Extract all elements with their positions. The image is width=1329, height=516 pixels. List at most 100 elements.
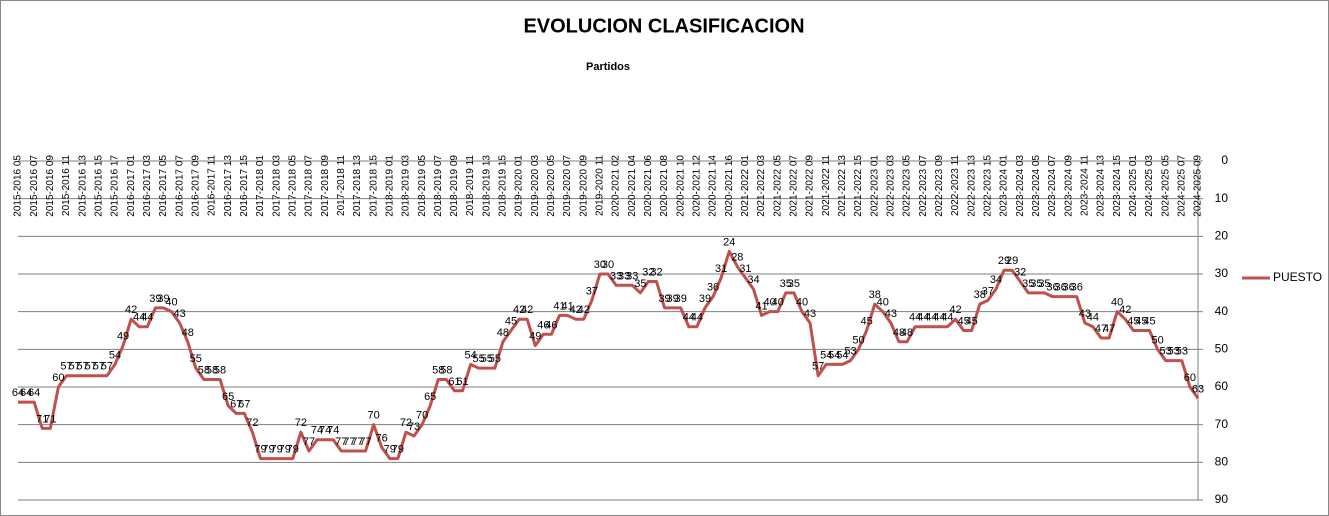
data-label: 33 bbox=[626, 270, 638, 282]
data-label: 44 bbox=[133, 312, 145, 324]
data-label: 35 bbox=[1022, 278, 1034, 290]
data-label: 64 bbox=[12, 387, 24, 399]
x-tick-label: 2016-2017 07 bbox=[174, 155, 185, 217]
x-tick-label: 2017-2018 13 bbox=[352, 155, 363, 217]
x-tick-label: 2021-2022 05 bbox=[772, 155, 783, 217]
data-label: 45 bbox=[1127, 316, 1139, 328]
data-label: 39 bbox=[675, 293, 687, 305]
data-label: 53 bbox=[1168, 346, 1180, 358]
data-label: 42 bbox=[949, 304, 961, 316]
data-label: 45 bbox=[957, 316, 969, 328]
x-tick-label: 2015-2016 09 bbox=[45, 155, 56, 217]
data-label: 33 bbox=[618, 270, 630, 282]
y-tick-label: 70 bbox=[1215, 417, 1229, 431]
data-label: 55 bbox=[489, 353, 501, 365]
data-label: 77 bbox=[351, 436, 363, 448]
data-label: 39 bbox=[667, 293, 679, 305]
data-label: 41 bbox=[755, 300, 767, 312]
x-tick-label: 2023-2024 09 bbox=[1063, 155, 1074, 217]
data-label: 79 bbox=[262, 444, 274, 456]
data-label: 45 bbox=[966, 316, 978, 328]
data-label: 61 bbox=[456, 376, 468, 388]
data-label: 74 bbox=[319, 425, 331, 437]
x-tick-label: 2018-2019 03 bbox=[401, 155, 412, 217]
data-label: 48 bbox=[497, 327, 509, 339]
data-label: 72 bbox=[400, 417, 412, 429]
y-tick-label: 20 bbox=[1215, 229, 1229, 243]
data-label: 67 bbox=[230, 398, 242, 410]
data-label: 48 bbox=[901, 327, 913, 339]
data-label: 35 bbox=[780, 278, 792, 290]
x-tick-label: 2015-2016 05 bbox=[13, 155, 24, 217]
data-label: 44 bbox=[141, 312, 153, 324]
data-label: 53 bbox=[844, 346, 856, 358]
data-label: 44 bbox=[691, 312, 703, 324]
data-label: 46 bbox=[545, 319, 557, 331]
data-label: 44 bbox=[925, 312, 937, 324]
x-tick-label: 2015-2016 15 bbox=[93, 155, 104, 217]
x-tick-label: 2018-2019 05 bbox=[417, 155, 428, 217]
data-label: 50 bbox=[852, 334, 864, 346]
data-label: 42 bbox=[521, 304, 533, 316]
data-label: 64 bbox=[20, 387, 32, 399]
series-line bbox=[18, 249, 1200, 461]
x-tick-label: 2021-2022 01 bbox=[740, 155, 751, 217]
data-label: 44 bbox=[1087, 312, 1099, 324]
data-label: 40 bbox=[877, 297, 889, 309]
x-tick-label: 2018-2019 15 bbox=[498, 155, 509, 217]
data-label: 39 bbox=[149, 293, 161, 305]
data-label: 36 bbox=[1054, 282, 1066, 294]
data-label: 55 bbox=[481, 353, 493, 365]
data-label: 45 bbox=[1135, 316, 1147, 328]
x-tick-label: 2017-2018 07 bbox=[304, 155, 315, 217]
x-tick-label: 2018-2019 01 bbox=[384, 155, 395, 217]
data-label: 64 bbox=[28, 387, 40, 399]
data-label: 36 bbox=[1046, 282, 1058, 294]
data-label: 48 bbox=[893, 327, 905, 339]
x-tick-label: 2023-2024 07 bbox=[1047, 155, 1058, 217]
data-label: 42 bbox=[570, 304, 582, 316]
x-tick-label: 2015-2016 11 bbox=[61, 155, 72, 216]
data-label: 44 bbox=[933, 312, 945, 324]
x-tick-label: 2020-2021 12 bbox=[692, 155, 703, 217]
data-label: 58 bbox=[198, 364, 210, 376]
data-label: 50 bbox=[1151, 334, 1163, 346]
x-tick-label: 2021-2022 15 bbox=[853, 155, 864, 217]
data-label: 36 bbox=[1071, 282, 1083, 294]
data-label: 34 bbox=[747, 274, 759, 286]
data-label: 36 bbox=[1063, 282, 1075, 294]
data-label: 79 bbox=[392, 444, 404, 456]
x-tick-label: 2022-2023 01 bbox=[869, 155, 880, 217]
data-label: 55 bbox=[190, 353, 202, 365]
data-label: 63 bbox=[1192, 383, 1204, 395]
data-label: 60 bbox=[52, 372, 64, 384]
y-tick-label: 50 bbox=[1215, 342, 1229, 356]
x-tick-label: 2024-2025 05 bbox=[1160, 155, 1171, 217]
x-axis-title: Partidos bbox=[586, 61, 630, 73]
data-label: 35 bbox=[1038, 278, 1050, 290]
data-label: 40 bbox=[772, 297, 784, 309]
data-label: 77 bbox=[303, 436, 315, 448]
data-label: 39 bbox=[699, 293, 711, 305]
x-tick-label: 2024-2025 09 bbox=[1193, 155, 1204, 217]
x-tick-label: 2018-2019 07 bbox=[433, 155, 444, 217]
x-tick-label: 2019-2020 07 bbox=[562, 155, 573, 217]
data-label: 70 bbox=[367, 410, 379, 422]
x-tick-label: 2019-2020 09 bbox=[578, 155, 589, 217]
data-label: 54 bbox=[464, 349, 476, 361]
data-label: 32 bbox=[1014, 267, 1026, 279]
x-tick-label: 2019-2020 01 bbox=[514, 155, 525, 217]
data-label: 32 bbox=[650, 267, 662, 279]
x-tick-label: 2017-2018 01 bbox=[255, 155, 266, 217]
data-label: 79 bbox=[271, 444, 283, 456]
data-label: 41 bbox=[561, 300, 573, 312]
data-label: 38 bbox=[974, 289, 986, 301]
data-label: 71 bbox=[44, 413, 56, 425]
data-label: 29 bbox=[998, 255, 1010, 267]
x-tick-label: 2022-2023 09 bbox=[934, 155, 945, 217]
data-label: 46 bbox=[537, 319, 549, 331]
data-label: 57 bbox=[812, 361, 824, 373]
data-label: 58 bbox=[432, 364, 444, 376]
x-tick-label: 2020-2021 14 bbox=[708, 155, 719, 217]
data-label: 58 bbox=[214, 364, 226, 376]
